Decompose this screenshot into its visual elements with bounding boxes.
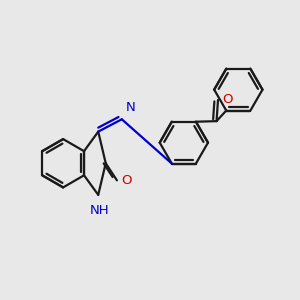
Text: NH: NH (90, 204, 110, 217)
Text: N: N (126, 101, 136, 114)
Text: O: O (222, 93, 232, 106)
Text: O: O (121, 174, 132, 187)
